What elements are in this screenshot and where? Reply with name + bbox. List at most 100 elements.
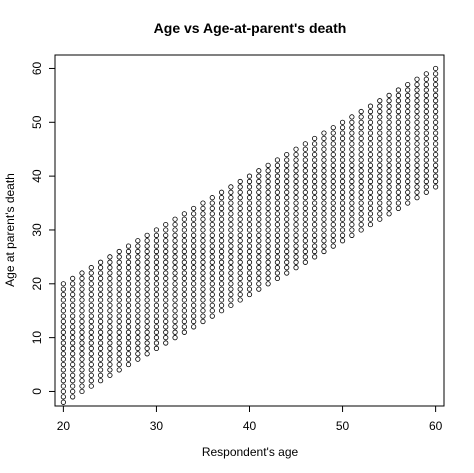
data-point: [367, 125, 374, 131]
data-point: [312, 146, 318, 152]
data-point: [116, 302, 122, 308]
data-point: [191, 216, 197, 222]
data-point: [88, 356, 94, 362]
data-point: [256, 216, 262, 222]
data-point: [256, 248, 262, 255]
data-point: [153, 227, 160, 233]
data-point: [98, 361, 104, 368]
data-point: [293, 221, 299, 228]
data-point: [172, 324, 178, 330]
data-point: [125, 324, 132, 330]
data-point: [79, 270, 85, 276]
data-point: [163, 227, 169, 233]
data-point: [153, 286, 160, 292]
data-point: [339, 221, 346, 228]
data-point: [339, 178, 346, 185]
data-point: [228, 270, 234, 276]
data-point: [79, 324, 85, 330]
data-point: [358, 135, 364, 142]
data-point: [405, 173, 411, 179]
data-point: [312, 178, 318, 185]
data-point: [377, 108, 383, 115]
data-point: [312, 173, 318, 179]
data-point: [423, 173, 429, 179]
data-point: [181, 329, 187, 335]
data-point: [377, 205, 383, 212]
data-point: [172, 286, 178, 292]
data-point: [144, 324, 150, 330]
data-point: [172, 281, 178, 287]
data-point: [274, 184, 281, 190]
points-layer: [60, 65, 439, 405]
data-point: [312, 195, 318, 201]
data-point: [386, 141, 392, 147]
data-point: [284, 254, 290, 260]
data-point: [98, 356, 104, 362]
data-point: [116, 356, 122, 362]
data-point: [228, 275, 234, 282]
data-point: [302, 238, 308, 244]
data-point: [423, 87, 429, 93]
data-point: [200, 265, 206, 271]
data-point: [414, 178, 420, 185]
data-point: [153, 281, 160, 287]
data-point: [191, 232, 197, 238]
data-point: [246, 265, 253, 271]
data-point: [293, 232, 299, 238]
data-point: [349, 216, 355, 222]
data-point: [265, 270, 271, 276]
data-point: [181, 308, 187, 314]
data-point: [218, 189, 225, 195]
data-point: [395, 146, 401, 152]
data-point: [386, 114, 392, 120]
data-point: [377, 173, 383, 179]
data-point: [125, 297, 132, 303]
data-point: [70, 340, 76, 346]
data-point: [125, 318, 132, 325]
data-point: [358, 119, 364, 125]
data-point: [423, 119, 429, 125]
data-point: [135, 340, 141, 346]
data-point: [172, 308, 178, 314]
data-point: [349, 189, 355, 195]
data-point: [107, 270, 113, 276]
data-point: [321, 205, 327, 212]
data-point: [218, 265, 225, 271]
data-point: [144, 286, 150, 292]
data-point: [191, 297, 197, 303]
data-point: [163, 270, 169, 276]
data-point: [302, 216, 308, 222]
data-point: [293, 168, 299, 174]
data-point: [367, 216, 374, 222]
data-point: [237, 189, 243, 195]
data-point: [349, 200, 355, 206]
data-point: [358, 184, 364, 190]
data-point: [386, 108, 392, 115]
data-point: [274, 162, 281, 168]
data-point: [172, 238, 178, 244]
data-point: [144, 259, 150, 265]
data-point: [321, 238, 327, 244]
data-point: [321, 211, 327, 217]
data-point: [172, 259, 178, 265]
data-point: [349, 146, 355, 152]
data-point: [228, 227, 234, 233]
data-point: [125, 286, 132, 292]
data-point: [60, 394, 66, 400]
data-point: [218, 302, 225, 308]
data-point: [135, 248, 141, 255]
data-point: [405, 168, 411, 174]
data-point: [88, 302, 94, 308]
data-point: [293, 205, 299, 212]
data-point: [321, 141, 327, 147]
data-point: [228, 216, 234, 222]
data-point: [228, 254, 234, 260]
data-point: [191, 265, 197, 271]
data-point: [200, 313, 206, 319]
data-point: [60, 318, 66, 325]
data-point: [433, 173, 439, 179]
data-point: [256, 270, 262, 276]
data-point: [181, 313, 187, 319]
data-point: [228, 205, 234, 212]
data-point: [302, 200, 308, 206]
